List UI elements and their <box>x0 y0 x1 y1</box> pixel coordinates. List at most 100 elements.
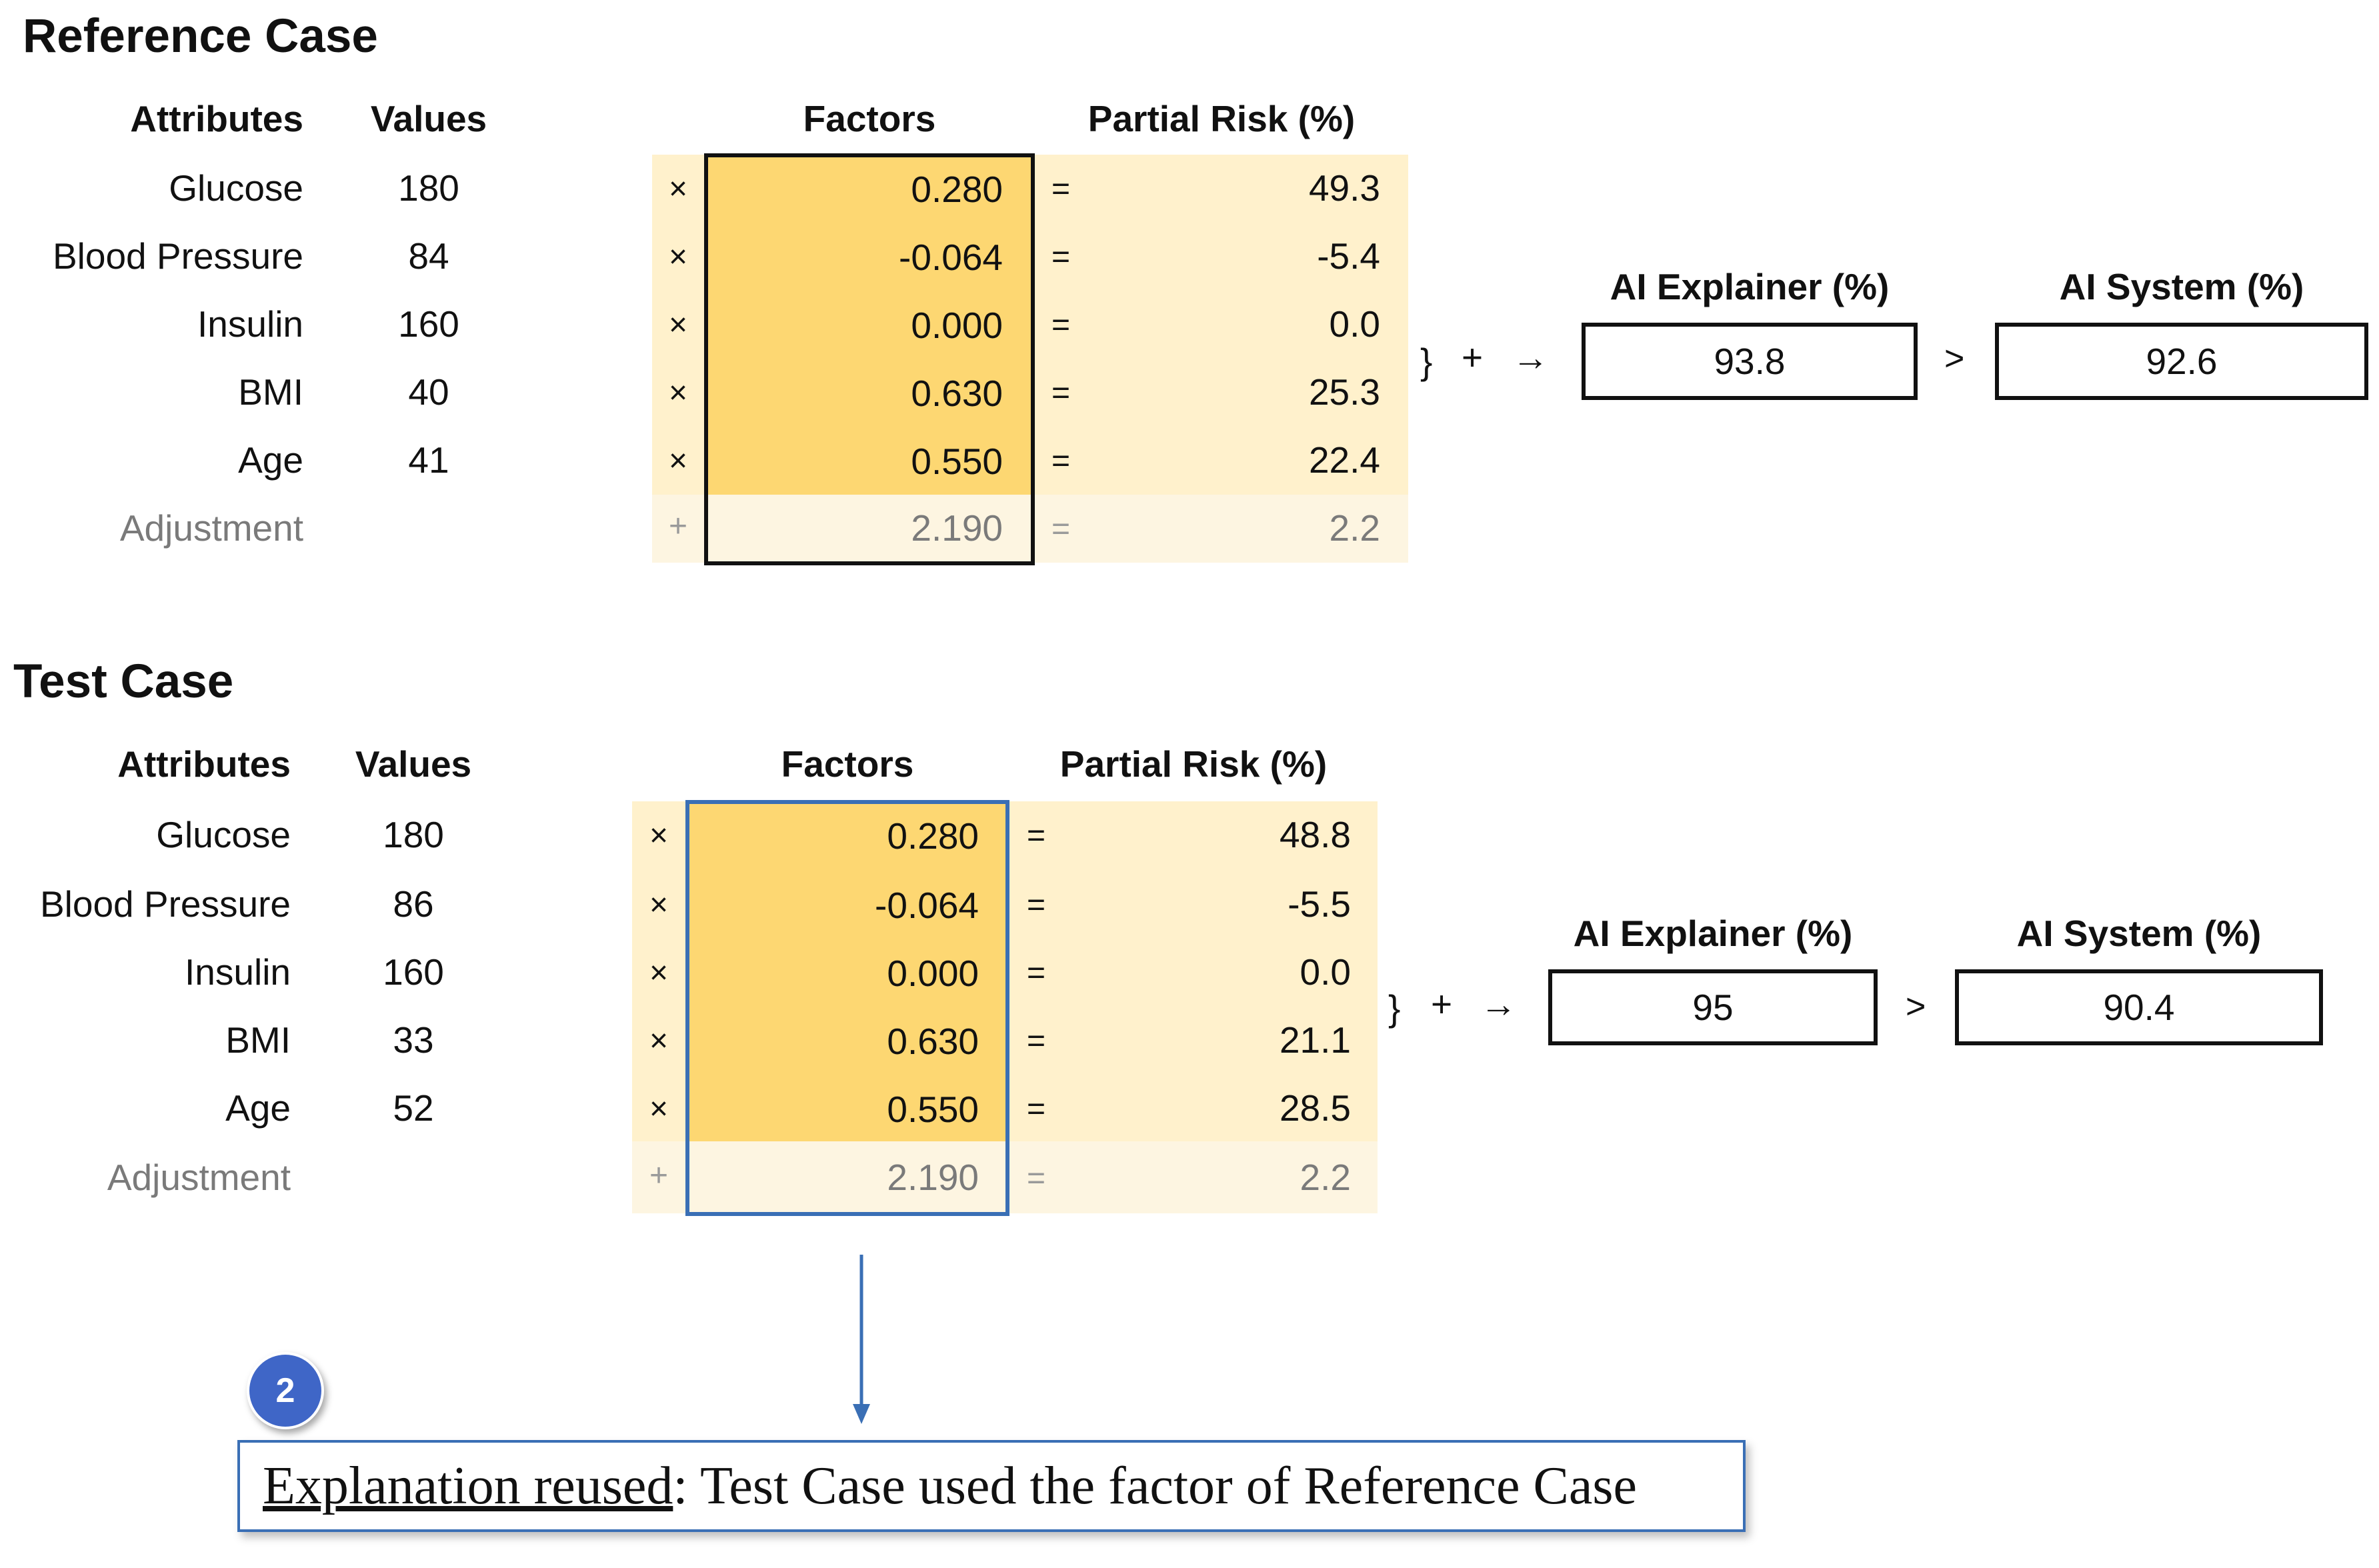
factor-column-bg <box>685 801 1009 1141</box>
adjustment-row-bg <box>632 1141 1378 1213</box>
header-partial-risk: Partial Risk (%) <box>1087 98 1356 139</box>
adjustment-risk: 2.2 <box>1329 507 1380 549</box>
factor-value: 0.000 <box>887 953 979 994</box>
factor-column-bg <box>704 155 1035 495</box>
factor-value: 0.280 <box>887 815 979 857</box>
ai-explainer-value: 95 <box>1692 987 1734 1028</box>
factor-value: 0.630 <box>911 373 1003 414</box>
greater-than-sign: > <box>1906 987 1926 1026</box>
risk-column-bg <box>1035 155 1408 495</box>
multiply-operator: × <box>649 1023 669 1059</box>
attribute-value: 41 <box>408 439 449 481</box>
multiply-operator: × <box>649 955 669 991</box>
step-badge: 2 <box>247 1352 324 1429</box>
attribute-label: Glucose <box>169 167 303 209</box>
arrow-icon: → <box>1480 983 1517 1025</box>
plus-operator: + <box>668 509 688 544</box>
ai-system-value: 90.4 <box>2103 987 2175 1028</box>
test-case-section: Test Case Attributes Values Factors Part… <box>0 0 2379 1216</box>
equals-operator: = <box>1026 1161 1046 1196</box>
equals-operator: = <box>1051 239 1071 275</box>
attribute-label: BMI <box>238 371 303 413</box>
sum-brace: } <box>1388 987 1401 1029</box>
multiply-operator: × <box>668 443 688 479</box>
reference-factor-frame <box>704 153 1035 565</box>
attribute-value: 160 <box>383 951 444 993</box>
attribute-label: Blood Pressure <box>39 883 291 925</box>
multiply-operator: × <box>649 1091 669 1127</box>
ai-system-box: 90.4 <box>1955 969 2323 1045</box>
plus-sign: + <box>1431 983 1453 1025</box>
risk-column-bg <box>1009 801 1378 1141</box>
attribute-label: Age <box>225 1087 291 1129</box>
attribute-label: Age <box>238 439 303 481</box>
test-factor-frame <box>685 800 1009 1216</box>
ai-system-value: 92.6 <box>2146 341 2218 382</box>
equals-operator: = <box>1026 955 1046 991</box>
header-factors: Factors <box>803 98 936 139</box>
equals-operator: = <box>1051 171 1071 207</box>
header-attributes: Attributes <box>117 743 291 785</box>
arrow-icon: → <box>1512 337 1549 378</box>
attribute-value: 84 <box>408 235 449 277</box>
ai-explainer-label: AI Explainer (%) <box>1573 913 1853 954</box>
attribute-label: Blood Pressure <box>52 235 303 277</box>
factor-value: -0.064 <box>875 885 979 926</box>
multiply-operator: × <box>668 375 688 411</box>
ai-system-box: 92.6 <box>1995 323 2368 400</box>
attribute-value: 33 <box>393 1019 434 1061</box>
ai-explainer-label: AI Explainer (%) <box>1610 266 1890 307</box>
attribute-value: 180 <box>383 814 444 855</box>
attribute-value: 86 <box>393 883 434 925</box>
plus-sign: + <box>1462 337 1484 378</box>
ai-explainer-box: 95 <box>1548 969 1878 1045</box>
factor-value: 0.630 <box>887 1021 979 1062</box>
partial-risk-value: -5.5 <box>1288 883 1351 925</box>
test-case-title: Test Case <box>13 655 234 708</box>
attribute-value: 180 <box>398 167 459 209</box>
header-values: Values <box>355 743 472 785</box>
attribute-label: Insulin <box>185 951 291 993</box>
attribute-label: Insulin <box>197 303 303 345</box>
equals-operator: = <box>1026 1023 1046 1059</box>
partial-risk-value: 0.0 <box>1300 951 1351 993</box>
equals-operator: = <box>1026 1091 1046 1127</box>
factor-value: 0.550 <box>887 1089 979 1130</box>
ai-explainer-box: 93.8 <box>1582 323 1918 400</box>
factor-value: 0.280 <box>911 169 1003 210</box>
equals-operator: = <box>1051 511 1071 547</box>
partial-risk-value: 0.0 <box>1329 303 1380 345</box>
header-factors: Factors <box>781 743 914 785</box>
ai-system-label: AI System (%) <box>2059 266 2304 307</box>
partial-risk-value: 22.4 <box>1308 439 1380 481</box>
factor-value: 0.000 <box>911 305 1003 346</box>
adjustment-factor: 2.190 <box>911 507 1003 549</box>
attribute-value: 160 <box>398 303 459 345</box>
attribute-label: BMI <box>225 1019 291 1061</box>
adjustment-label: Adjustment <box>107 1157 291 1198</box>
attribute-label: Glucose <box>156 814 291 855</box>
ai-explainer-value: 93.8 <box>1714 341 1786 382</box>
equals-operator: = <box>1051 307 1071 343</box>
plus-operator: + <box>649 1158 669 1193</box>
ai-system-label: AI System (%) <box>2016 913 2262 954</box>
callout-arrow <box>853 1255 870 1424</box>
partial-risk-value: 48.8 <box>1279 814 1351 855</box>
step-badge-number: 2 <box>275 1371 295 1410</box>
callout-text: : Test Case used the factor of Reference… <box>673 1456 1638 1515</box>
equals-operator: = <box>1026 818 1046 853</box>
callout-underlined-text: Explanation reused <box>263 1456 673 1515</box>
partial-risk-value: -5.4 <box>1317 235 1380 277</box>
multiply-operator: × <box>668 239 688 275</box>
operator-column-bg <box>652 155 704 495</box>
reference-case-title: Reference Case <box>23 10 378 63</box>
multiply-operator: × <box>649 818 669 853</box>
multiply-operator: × <box>668 307 688 343</box>
adjustment-risk: 2.2 <box>1300 1157 1351 1198</box>
equals-operator: = <box>1051 375 1071 411</box>
callout-box: Explanation reused: Test Case used the f… <box>237 1440 1746 1532</box>
attribute-value: 40 <box>408 371 449 413</box>
attribute-value: 52 <box>393 1087 434 1129</box>
multiply-operator: × <box>668 171 688 207</box>
partial-risk-value: 25.3 <box>1308 371 1380 413</box>
